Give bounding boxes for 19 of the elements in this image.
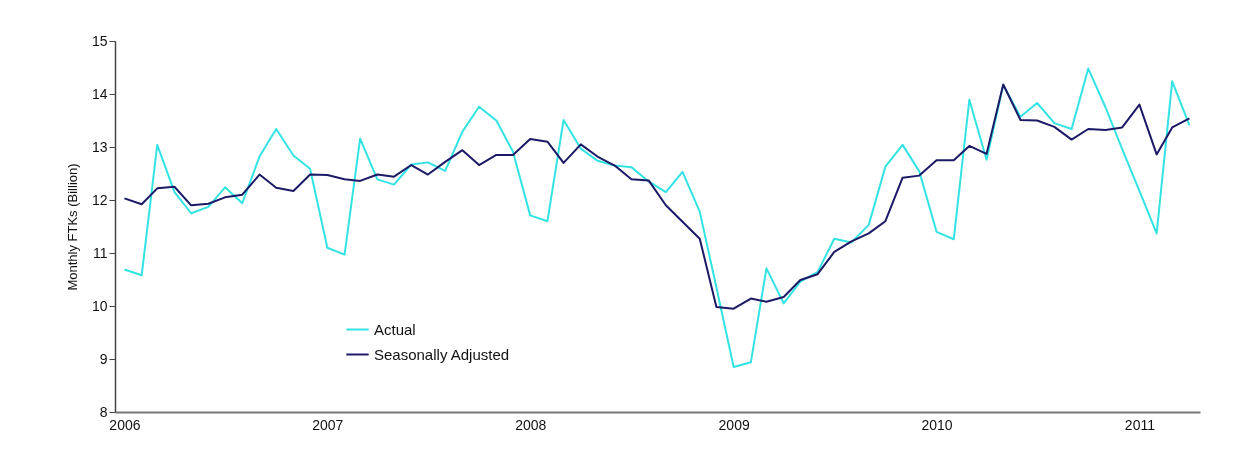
legend-label: Seasonally Adjusted (374, 345, 510, 363)
y-tick-label: 11 (92, 244, 108, 261)
x-tick-label: 2008 (515, 416, 547, 433)
line-series (123, 67, 1191, 368)
y-axis-title: Monthly FTKs (Billion) (64, 163, 80, 291)
y-tick-label: 12 (91, 191, 108, 208)
y-tick-label: 13 (91, 138, 108, 155)
x-tick-label: 2006 (109, 416, 141, 433)
x-tick-label: 2007 (312, 416, 344, 433)
x-tick-label: 2011 (1124, 416, 1156, 433)
x-tick-label: 2010 (921, 416, 953, 433)
legend-label: Actual (374, 320, 416, 338)
y-tick-label: 15 (91, 32, 108, 49)
y-tick-label: 8 (99, 403, 108, 420)
y-tick-label: 9 (99, 350, 108, 367)
y-tick-label: 14 (91, 85, 108, 102)
x-tick-label: 2009 (718, 416, 750, 433)
line-series (123, 83, 1191, 310)
y-tick-label: 10 (91, 297, 108, 314)
